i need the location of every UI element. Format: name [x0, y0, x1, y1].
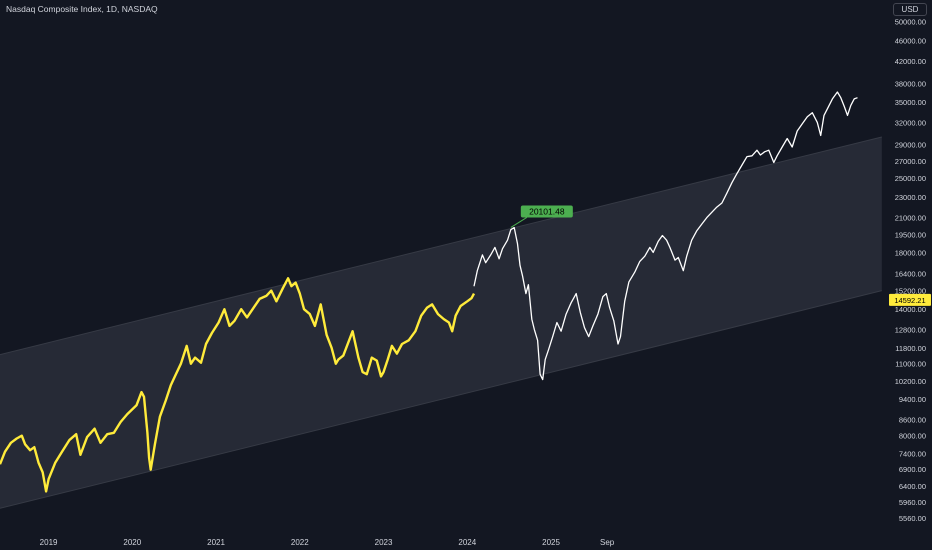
y-tick-label: 15200.00	[895, 287, 926, 296]
current-price-tag: 14592.21	[889, 293, 931, 306]
x-tick-label: 2023	[375, 538, 393, 547]
y-tick-label: 50000.00	[895, 18, 926, 27]
x-axis[interactable]: 2019 2020 2021 2022 2023 2024 2025 Sep	[40, 538, 615, 547]
y-tick-label: 8600.00	[899, 415, 926, 424]
y-tick-label: 9400.00	[899, 395, 926, 404]
channel-lower-line	[0, 290, 882, 509]
series-line-1	[473, 91, 858, 381]
annotation-box	[520, 205, 573, 218]
y-tick-label: 8000.00	[899, 432, 926, 441]
y-tick-label: 5560.00	[899, 514, 926, 523]
currency-button[interactable]: USD	[893, 3, 927, 16]
annotation-label: 20101.48	[529, 206, 565, 216]
y-tick-label: 35000.00	[895, 98, 926, 107]
y-tick-label: 18000.00	[895, 248, 926, 257]
series-line-0	[0, 277, 476, 493]
x-tick-label: 2024	[458, 538, 476, 547]
y-tick-label: 32000.00	[895, 118, 926, 127]
y-tick-label: 23000.00	[895, 193, 926, 202]
y-tick-label: 38000.00	[895, 80, 926, 89]
x-tick-label: 2019	[40, 538, 58, 547]
x-tick-label: 2021	[207, 538, 225, 547]
y-tick-label: 42000.00	[895, 57, 926, 66]
y-tick-label: 21000.00	[895, 214, 926, 223]
y-tick-label: 16400.00	[895, 269, 926, 278]
x-tick-label: 2020	[123, 538, 141, 547]
y-tick-label: 11000.00	[895, 360, 926, 369]
y-tick-label: 25000.00	[895, 174, 926, 183]
y-tick-label: 14000.00	[895, 305, 926, 314]
y-tick-label: 6400.00	[899, 482, 926, 491]
x-tick-label: 2025	[542, 538, 560, 547]
y-tick-label: 10200.00	[895, 377, 926, 386]
y-tick-label: 46000.00	[895, 36, 926, 45]
channel-band	[0, 136, 882, 509]
y-tick-label: 6900.00	[899, 465, 926, 474]
y-tick-label: 5960.00	[899, 498, 926, 507]
x-tick-label: 2022	[291, 538, 309, 547]
y-tick-label: 7400.00	[899, 449, 926, 458]
y-tick-label: 12800.00	[895, 325, 926, 334]
chart-title: Nasdaq Composite Index, 1D, NASDAQ	[6, 4, 158, 14]
x-tick-label: Sep	[600, 538, 615, 547]
y-axis[interactable]: 50000.00 46000.00 42000.00 38000.00 35000.00…	[895, 18, 926, 523]
annotation-connector	[510, 217, 528, 228]
y-tick-label: 27000.00	[895, 157, 926, 166]
y-tick-label: 29000.00	[895, 141, 926, 150]
channel-fill	[0, 136, 882, 509]
price-tag-box	[889, 293, 931, 306]
y-tick-label: 11800.00	[895, 344, 926, 353]
price-tag-label: 14592.21	[894, 296, 925, 305]
price-series	[0, 91, 858, 493]
y-tick-label: 19500.00	[895, 230, 926, 239]
price-annotation: 20101.48	[510, 205, 573, 228]
channel-upper-line	[0, 136, 882, 356]
